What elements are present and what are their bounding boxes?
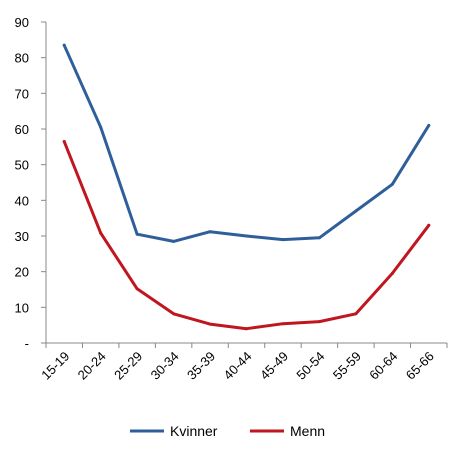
data-point-kvinner	[99, 125, 103, 129]
data-point-kvinner	[245, 234, 248, 238]
data-point-kvinner	[427, 123, 431, 127]
data-point-menn	[317, 320, 321, 324]
x-tick-label: 35-39	[184, 349, 218, 383]
data-point-kvinner	[281, 238, 285, 242]
y-tick-label: 20	[15, 265, 29, 280]
data-point-kvinner	[390, 182, 394, 186]
data-point-menn	[135, 287, 139, 291]
x-tick-label: 45-49	[257, 349, 291, 383]
series-line-kvinner	[62, 43, 431, 243]
y-axis: - 10 20 30 40 50 60 70 80 90	[15, 15, 47, 351]
x-tick-label: 60-64	[366, 349, 400, 383]
x-tick-label: 65-66	[403, 349, 437, 383]
x-tick-label: 25-29	[111, 349, 145, 383]
data-point-menn	[281, 322, 285, 326]
data-point-kvinner	[172, 239, 176, 243]
data-point-menn	[62, 139, 66, 143]
x-axis: 15-19 20-24 25-29 30-34 35-39 40-44 45-49 50-54…	[38, 342, 448, 383]
y-tick-label: 40	[15, 193, 29, 208]
data-point-menn	[427, 223, 431, 227]
y-tick-label: 30	[15, 229, 29, 244]
data-point-kvinner	[135, 232, 139, 236]
data-point-menn	[354, 312, 358, 316]
y-tick-label: 80	[15, 51, 29, 66]
legend-label: Menn	[290, 423, 325, 439]
x-tick-label: 30-34	[148, 349, 182, 383]
data-point-menn	[208, 322, 212, 326]
y-tick-label: 70	[15, 86, 29, 101]
legend: Kvinner Menn	[130, 423, 325, 439]
data-point-kvinner	[317, 236, 321, 240]
data-point-menn	[245, 327, 248, 331]
y-tick-label: 90	[15, 15, 29, 30]
y-tick-label: 60	[15, 122, 29, 137]
x-tick-label: 20-24	[75, 349, 109, 383]
data-point-kvinner	[208, 230, 212, 234]
data-point-kvinner	[62, 43, 66, 47]
data-point-menn	[172, 312, 176, 316]
x-tick-label: 50-54	[293, 349, 327, 383]
x-tick-label: 55-59	[330, 349, 364, 383]
data-point-kvinner	[354, 209, 358, 213]
x-tick-label: 40-44	[221, 349, 255, 383]
x-tick-label: 15-19	[38, 349, 72, 383]
y-tick-label: 10	[15, 300, 29, 315]
y-tick-label: 50	[15, 158, 29, 173]
data-point-menn	[99, 231, 103, 235]
series-lines	[62, 43, 431, 331]
legend-label: Kvinner	[170, 423, 218, 439]
data-point-menn	[390, 271, 394, 275]
y-tick-label: -	[25, 336, 29, 351]
